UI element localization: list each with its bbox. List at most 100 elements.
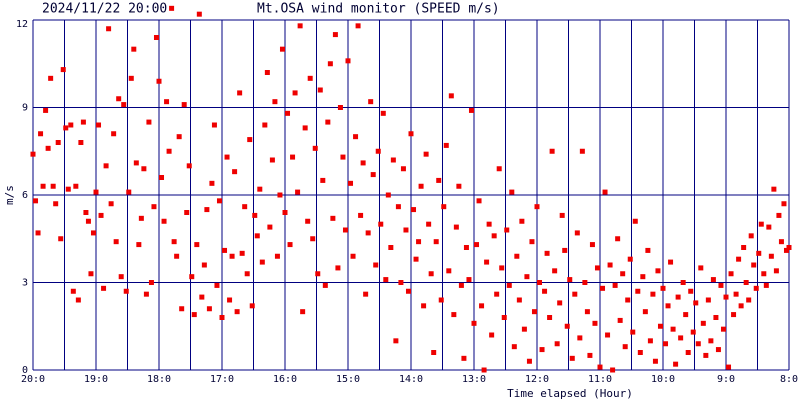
data-point [597, 364, 603, 370]
y-tick-label: 3 [22, 278, 28, 289]
data-point [164, 99, 170, 105]
data-point [463, 245, 469, 250]
data-point [103, 163, 109, 169]
data-point [474, 242, 480, 248]
data-point [224, 154, 230, 160]
data-point [297, 23, 303, 29]
data-point [30, 151, 36, 157]
x-tick-label: 20:0 [21, 374, 45, 385]
data-point [720, 326, 726, 332]
data-point [438, 297, 444, 303]
data-point [83, 210, 89, 215]
data-point [645, 247, 651, 253]
data-point [516, 297, 522, 303]
data-point [106, 26, 112, 32]
data-point [75, 297, 81, 303]
data-point [766, 224, 772, 230]
x-tick-label: 10:0 [651, 374, 675, 385]
data-point [40, 183, 46, 189]
data-point [350, 253, 356, 259]
data-point [521, 326, 527, 332]
data-point [587, 352, 593, 358]
data-point [552, 268, 558, 274]
x-tick-label: 15:0 [336, 374, 360, 385]
data-point [264, 70, 270, 75]
x-tick-label: 18:0 [147, 374, 171, 385]
data-point [53, 201, 59, 207]
data-point [496, 166, 502, 172]
data-point [136, 242, 142, 248]
data-point [199, 294, 205, 300]
data-point [378, 221, 384, 227]
data-point [68, 122, 74, 128]
data-point [499, 265, 505, 271]
data-point [640, 274, 646, 280]
data-point [373, 262, 379, 268]
data-point [468, 107, 474, 113]
x-tick-label: 9:0 [717, 374, 735, 385]
data-point [375, 148, 381, 154]
x-axis-label: Time elapsed (Hour) [507, 387, 633, 400]
data-point [111, 131, 117, 137]
data-point [305, 218, 311, 224]
data-point [537, 280, 543, 285]
data-point [489, 332, 495, 338]
data-point [204, 207, 210, 213]
data-point [688, 288, 694, 294]
data-point [277, 192, 283, 198]
data-point [353, 134, 359, 140]
data-point [615, 236, 621, 242]
data-point [184, 210, 190, 215]
data-point [358, 212, 364, 218]
data-point [715, 347, 721, 353]
data-point [753, 285, 759, 291]
data-point [239, 250, 245, 256]
data-point [763, 282, 769, 288]
data-point [219, 315, 225, 320]
data-point [272, 99, 278, 105]
data-point [663, 341, 669, 347]
data-point [625, 297, 631, 303]
data-point [446, 268, 452, 274]
data-point [365, 230, 371, 236]
y-tick-label: 0 [22, 365, 28, 376]
data-point [418, 183, 424, 189]
data-point [481, 367, 487, 373]
data-point [504, 227, 510, 233]
data-point [773, 268, 779, 274]
data-point [479, 303, 485, 309]
data-point [201, 262, 207, 268]
data-point [363, 291, 369, 297]
data-point [123, 288, 129, 294]
data-point [143, 291, 149, 297]
data-point [395, 204, 401, 210]
data-point [559, 212, 565, 218]
data-point [554, 341, 560, 347]
data-point [476, 198, 482, 204]
data-point [726, 364, 732, 370]
data-point [287, 242, 293, 248]
data-point [38, 131, 44, 137]
x-tick-label: 14:0 [399, 374, 423, 385]
data-point [259, 259, 265, 265]
data-point [781, 201, 787, 207]
y-tick-label: 12 [16, 19, 28, 30]
data-point [574, 230, 580, 236]
data-point [562, 247, 568, 253]
data-point [93, 189, 99, 195]
x-tick-label: 19:0 [84, 374, 108, 385]
data-point [509, 189, 515, 195]
data-point [453, 224, 459, 230]
data-point [191, 312, 197, 318]
data-point [151, 204, 157, 210]
data-point [544, 250, 550, 256]
data-point [222, 247, 228, 253]
data-point [458, 282, 464, 288]
data-point [174, 253, 180, 259]
data-point [524, 274, 530, 280]
data-point [70, 288, 76, 294]
data-point [718, 282, 724, 288]
data-point [607, 262, 613, 268]
data-point [652, 358, 658, 364]
data-point [209, 180, 215, 186]
